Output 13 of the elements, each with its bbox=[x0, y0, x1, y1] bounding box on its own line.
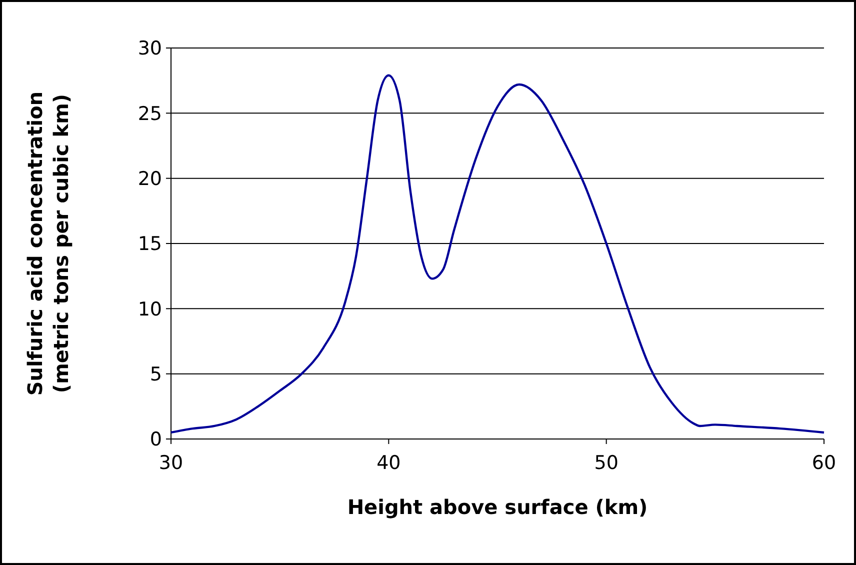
x-tick-label: 40 bbox=[376, 452, 401, 474]
y-tick-label: 20 bbox=[138, 168, 162, 190]
line-series bbox=[170, 74, 826, 434]
y-tick-label: 5 bbox=[150, 363, 162, 386]
y-tick-label: 10 bbox=[138, 298, 162, 320]
y-tick-label: 0 bbox=[150, 428, 162, 451]
y-tick-label: 25 bbox=[138, 102, 162, 125]
y-axis-title: Sulfuric acid concentration (metric tons per cubic km) bbox=[23, 91, 73, 396]
y-tick-label: 30 bbox=[138, 38, 162, 60]
x-tick-label: 50 bbox=[594, 452, 618, 474]
y-tick-label: 15 bbox=[138, 233, 162, 256]
x-tick-label: 60 bbox=[812, 452, 836, 474]
x-axis-title: Height above surface (km) bbox=[347, 495, 648, 519]
